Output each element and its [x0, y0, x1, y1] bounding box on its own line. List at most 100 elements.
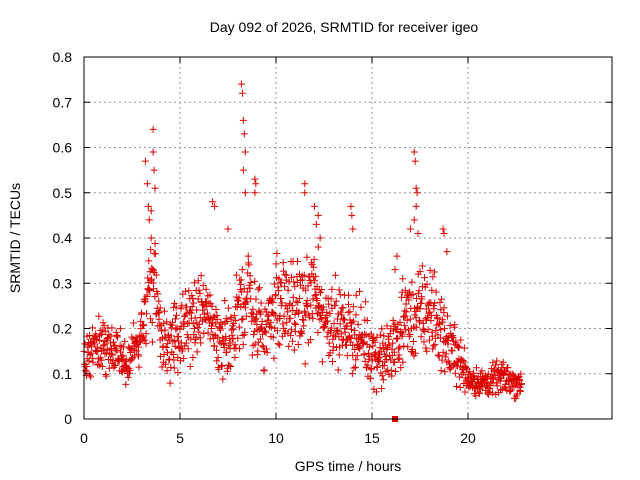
y-axis-label: SRMTID / TECUs [7, 183, 23, 293]
data-point [398, 288, 406, 296]
data-point [313, 310, 321, 318]
data-point [82, 366, 90, 374]
y-tick-label: 0.2 [53, 321, 73, 337]
data-point [290, 346, 298, 354]
data-point [406, 225, 414, 233]
data-point [279, 320, 287, 328]
data-point [442, 350, 450, 358]
data-point [173, 324, 181, 332]
data-point [155, 297, 163, 305]
data-point [154, 290, 162, 298]
data-point [435, 320, 443, 328]
data-point [287, 273, 295, 281]
data-point [399, 330, 407, 338]
data-point [226, 339, 234, 347]
data-point [211, 202, 219, 210]
data-point [430, 268, 438, 276]
data-point [291, 328, 299, 336]
data-point [94, 347, 102, 355]
data-point [385, 335, 393, 343]
data-point [106, 339, 114, 347]
data-point [324, 294, 332, 302]
data-point [109, 338, 117, 346]
data-point [413, 323, 421, 331]
data-point [159, 342, 167, 350]
data-point [363, 316, 371, 324]
data-point [93, 343, 101, 351]
data-point [142, 330, 150, 338]
data-point [209, 313, 217, 321]
data-point [200, 310, 208, 318]
data-point [345, 333, 353, 341]
data-point [162, 344, 170, 352]
data-point [349, 225, 357, 233]
data-point [368, 364, 376, 372]
data-point [400, 321, 408, 329]
data-point [260, 366, 268, 374]
data-point [429, 273, 437, 281]
data-point [376, 357, 384, 365]
data-point [119, 351, 127, 359]
data-point [135, 363, 143, 371]
data-point [422, 344, 430, 352]
data-point [448, 333, 456, 341]
data-point [390, 348, 398, 356]
data-point [235, 294, 243, 302]
data-point [303, 253, 311, 261]
data-point [97, 347, 105, 355]
data-point [193, 306, 201, 314]
data-point [151, 250, 159, 258]
data-point [436, 298, 444, 306]
data-point [251, 316, 259, 324]
data-point [116, 342, 124, 350]
data-point [455, 343, 463, 351]
data-point [376, 344, 384, 352]
data-point [298, 276, 306, 284]
data-point [372, 388, 380, 396]
data-point [234, 297, 242, 305]
data-point [163, 318, 171, 326]
data-point [209, 198, 217, 206]
data-point [478, 383, 486, 391]
data-point [335, 286, 343, 294]
data-point [353, 352, 361, 360]
data-point [366, 375, 374, 383]
data-point [451, 369, 459, 377]
data-point [113, 346, 121, 354]
data-point [188, 303, 196, 311]
data-point [325, 339, 333, 347]
data-point [362, 298, 370, 306]
data-point [405, 296, 413, 304]
y-tick-label: 0.1 [53, 366, 73, 382]
data-point [196, 313, 204, 321]
data-point [408, 278, 416, 286]
data-point [100, 341, 108, 349]
data-point [400, 313, 408, 321]
data-point [382, 353, 390, 361]
data-point [409, 290, 417, 298]
data-point [280, 312, 288, 320]
data-point [175, 332, 183, 340]
data-point [231, 353, 239, 361]
data-point [462, 364, 470, 372]
data-point [298, 330, 306, 338]
data-point [403, 292, 411, 300]
data-point [451, 321, 459, 329]
data-point [212, 306, 220, 314]
data-point [146, 315, 154, 323]
data-point [240, 130, 248, 138]
data-point [206, 335, 214, 343]
data-point [430, 342, 438, 350]
data-point [103, 349, 111, 357]
data-point [365, 355, 373, 363]
data-point [144, 202, 152, 210]
data-point [339, 315, 347, 323]
data-point [424, 326, 432, 334]
data-point [435, 352, 443, 360]
data-point [86, 331, 94, 339]
data-point [518, 380, 525, 388]
data-point [193, 348, 201, 356]
data-point [132, 347, 140, 355]
x-tick-label: 15 [364, 430, 380, 446]
data-point [349, 317, 357, 325]
